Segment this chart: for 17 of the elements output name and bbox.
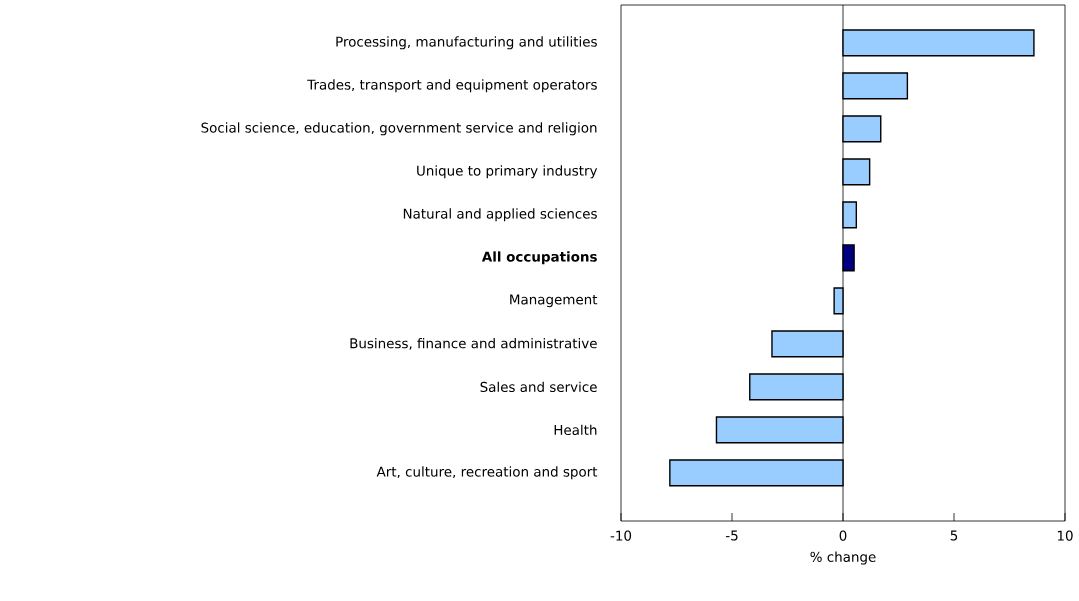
- y-tick-label: Health: [554, 424, 597, 436]
- y-tick-label: Sales and service: [480, 381, 597, 393]
- x-tick-label: 5: [950, 530, 958, 541]
- y-tick-label: All occupations: [481, 251, 597, 265]
- x-tick-label: 0: [839, 530, 847, 541]
- x-tick-label: 10: [1057, 530, 1073, 541]
- y-tick-label: Social science, education, government service and religion: [201, 122, 597, 136]
- x-axis-title: % change: [810, 551, 876, 565]
- y-tick-label: Business, finance and administrative: [350, 337, 597, 350]
- y-tick-label: Management: [510, 294, 598, 308]
- x-tick-label: -10: [610, 530, 632, 541]
- y-tick-label: Unique to primary industry: [417, 165, 598, 179]
- y-tick-label: Processing, manufacturing and utilities: [336, 36, 597, 50]
- x-tick-label: -5: [725, 530, 738, 541]
- y-tick-label: Art, culture, recreation and sport: [376, 466, 598, 480]
- y-tick-label: Trades, transport and equipment operators: [307, 79, 597, 93]
- y-tick-label: Natural and applied sciences: [403, 208, 597, 222]
